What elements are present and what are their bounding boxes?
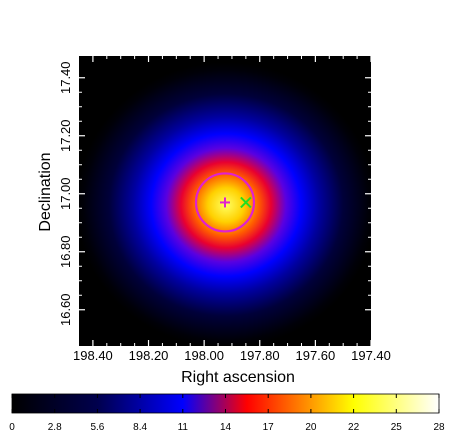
source-error-circle [194, 172, 256, 233]
colorbar-tick-labels: 0 2.8 5.6 8.4 11 14 17 20 22 25 28 [9, 422, 445, 433]
colorbar-tick-label: 11 [178, 422, 189, 433]
colorbar-tick-label: 5.6 [90, 422, 104, 433]
y-tick-label: 17.20 [58, 119, 73, 152]
colorbar-tick-label: 17 [263, 422, 275, 433]
colorbar-tick-label: 25 [391, 422, 403, 433]
y-tick-label: 17.00 [58, 177, 73, 210]
colorbar-tick-label: 0 [9, 422, 15, 433]
y-axis-label: Declination [37, 152, 54, 231]
colorbar-tick-label: 8.4 [133, 422, 147, 433]
colorbar-tick-label: 14 [220, 422, 232, 433]
y-tick-label: 17.40 [58, 61, 73, 94]
y-tick-labels: 16.60 16.80 17.00 17.20 17.40 [58, 61, 73, 326]
colorbar-tick-label: 20 [305, 422, 317, 433]
cross-b [240, 196, 252, 209]
colorbar-tick-label: 2.8 [48, 422, 62, 433]
colorbar-ticks [11, 394, 440, 413]
x-axis-label: Right ascension [181, 369, 295, 386]
x-tick-label: 197.80 [240, 348, 280, 363]
counterpart-cross [240, 196, 252, 209]
x-tick-label: 198.20 [129, 348, 169, 363]
colorbar: 0 2.8 5.6 8.4 11 14 17 20 22 25 28 [9, 393, 445, 433]
x-tick-label: 198.00 [184, 348, 224, 363]
colorbar-tick-label: 22 [348, 422, 360, 433]
axis-ticks [79, 56, 372, 346]
y-tick-label: 16.60 [58, 293, 73, 326]
y-tick-label: 16.80 [58, 235, 73, 268]
x-tick-label: 197.40 [351, 348, 391, 363]
x-tick-label: 197.60 [295, 348, 335, 363]
colorbar-tick-label: 28 [433, 422, 445, 433]
x-tick-labels: 198.40 198.20 198.00 197.80 197.60 197.40 [73, 348, 391, 363]
x-tick-label: 198.40 [73, 348, 113, 363]
markers [194, 172, 256, 233]
source-position-plus [220, 197, 230, 208]
